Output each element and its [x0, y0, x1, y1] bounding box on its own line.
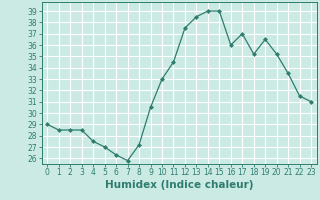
- X-axis label: Humidex (Indice chaleur): Humidex (Indice chaleur): [105, 180, 253, 190]
